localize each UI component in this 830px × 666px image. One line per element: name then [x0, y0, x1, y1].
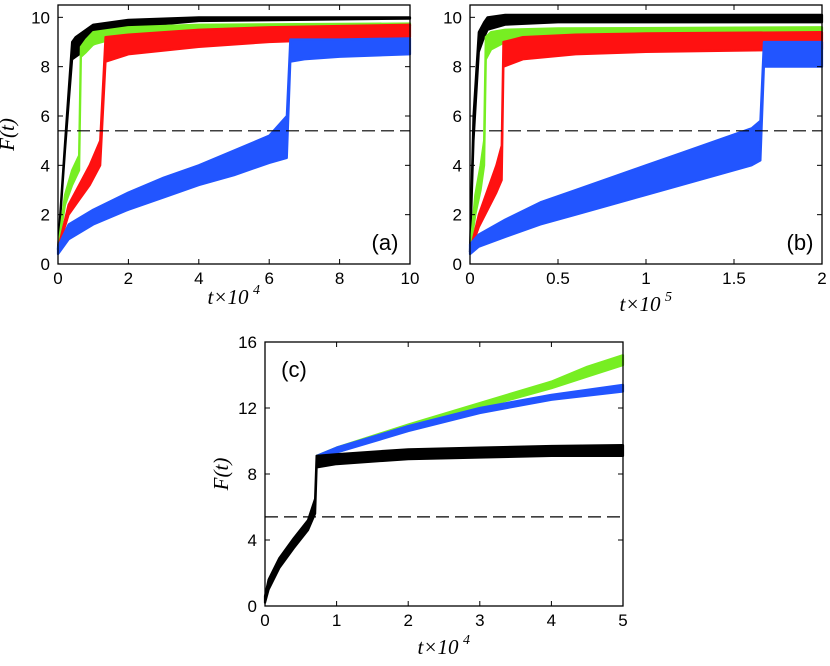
panel-c-ytick-label-3: 12 [238, 399, 257, 418]
panel-b-series-blue [468, 40, 824, 256]
panel-a-xtick-label-5: 10 [401, 269, 420, 288]
panel-a-axes-frame [57, 4, 411, 265]
panel-b-xtick-label-0: 0 [465, 269, 474, 288]
panel-a-ytick-label-1: 2 [41, 206, 50, 225]
panel-c-ytick-label-1: 4 [248, 531, 257, 550]
panel-b-ytick-label-1: 2 [453, 206, 462, 225]
panel-a-ytick-label-0: 0 [41, 255, 50, 274]
panel-c-ytick-label-2: 8 [248, 465, 257, 484]
panel-c-xlabel-exponent: 4 [463, 633, 470, 648]
panel-b-ytick-label-0: 0 [453, 255, 462, 274]
panel-b-xtick-label-3: 1.5 [722, 269, 746, 288]
panel-a-xtick-label-4: 8 [335, 269, 344, 288]
panel-b-xtick-label-4: 2 [817, 269, 826, 288]
panel-a-ytick-label-5: 10 [31, 8, 50, 27]
panel-a-xlabel-exponent: 4 [253, 283, 260, 298]
panel-b-ytick-label-5: 10 [443, 8, 462, 27]
panel-b: 0 0.5 1 1.5 2 0 2 4 6 8 10 t×10 5 (b) [443, 4, 827, 316]
panel-b-panel-label: (b) [787, 230, 814, 255]
panel-b-xtick-label-1: 0.5 [546, 269, 570, 288]
panel-c-series-black [263, 444, 625, 604]
panel-a-ytick-label-4: 8 [41, 58, 50, 77]
panel-b-ytick-label-3: 6 [453, 107, 462, 126]
panel-a-xlabel: t×10 [207, 285, 249, 309]
panel-c-xtick-label-3: 3 [475, 611, 484, 630]
panel-c-ytick-label-4: 16 [238, 333, 257, 352]
panel-b-xlabel-exponent: 5 [665, 290, 672, 305]
panel-a-ylabel: F(t) [0, 118, 19, 152]
panel-a-xtick-label-3: 6 [264, 269, 273, 288]
panel-c-xtick-label-5: 5 [618, 611, 627, 630]
panel-a-ytick-label-2: 4 [41, 156, 50, 175]
panel-c-xtick-label-1: 1 [332, 611, 341, 630]
panel-c-panel-label: (c) [281, 357, 307, 382]
panel-a-xtick-label-1: 2 [124, 269, 133, 288]
panel-a-series-blue [56, 37, 412, 256]
panel-b-ytick-label-2: 4 [453, 156, 462, 175]
panel-c-xtick-label-0: 0 [260, 611, 269, 630]
panel-b-xtick-label-2: 1 [641, 269, 650, 288]
panel-c-xtick-label-4: 4 [547, 611, 556, 630]
panel-b-xlabel: t×10 [619, 292, 661, 316]
panel-c-ytick-label-0: 0 [248, 597, 257, 616]
panel-c-xlabel: t×10 [417, 635, 459, 659]
panel-c-ylabel: F(t) [209, 458, 233, 492]
panel-b-ytick-label-4: 8 [453, 58, 462, 77]
panel-a-ytick-label-3: 6 [41, 107, 50, 126]
panel-a-xtick-label-0: 0 [53, 269, 62, 288]
panel-a-panel-label: (a) [372, 230, 399, 255]
panel-c-xtick-label-2: 2 [403, 611, 412, 630]
panel-a-xtick-label-2: 4 [194, 269, 203, 288]
